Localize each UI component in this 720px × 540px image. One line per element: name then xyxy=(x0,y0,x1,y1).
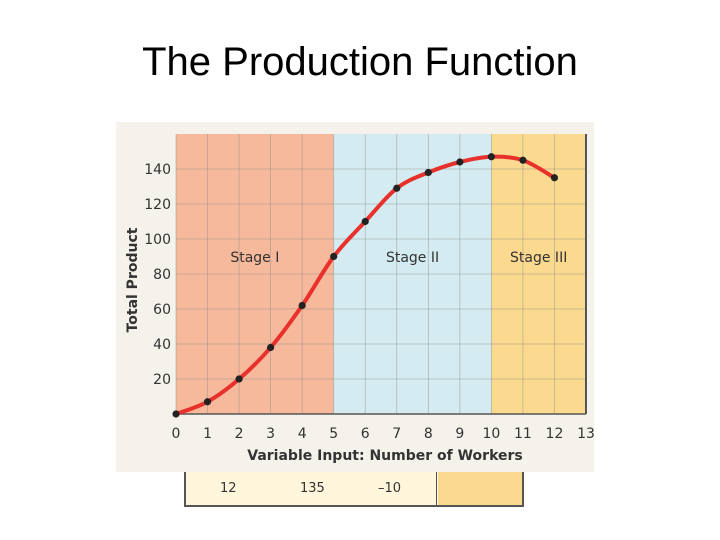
stage-labels: Stage I Stage II Stage III xyxy=(230,250,567,266)
data-point xyxy=(424,168,432,177)
y-axis-label: Total Product xyxy=(125,227,141,332)
y-tick-label: 20 xyxy=(153,372,171,388)
production-function-chart: Stage I Stage II Stage III 0 1 2 3 4 5 6 7 8 9 10 11 1… xyxy=(116,122,594,472)
stage-label-2: Stage II xyxy=(386,250,439,266)
x-tick-label: 13 xyxy=(577,426,594,442)
total-product-series xyxy=(172,153,559,418)
data-point xyxy=(330,252,338,261)
table-cell-total-product: 135 xyxy=(300,481,325,496)
data-point xyxy=(393,184,401,192)
y-tick-label: 60 xyxy=(153,302,171,318)
data-point xyxy=(172,410,180,418)
x-tick-label: 12 xyxy=(546,426,564,442)
x-tick-label: 1 xyxy=(203,426,212,442)
data-point xyxy=(361,217,369,226)
data-point xyxy=(519,156,527,164)
data-point xyxy=(550,174,559,182)
x-axis-label: Variable Input: Number of Workers xyxy=(247,448,522,464)
data-point xyxy=(203,398,212,406)
x-tick-label: 0 xyxy=(172,426,181,442)
stage-label-3: Stage III xyxy=(510,250,567,266)
y-tick-label: 40 xyxy=(153,337,171,353)
data-point xyxy=(235,375,243,383)
y-tick-label: 100 xyxy=(144,232,171,248)
data-point xyxy=(456,158,464,166)
chart-axes xyxy=(176,134,587,415)
y-tick-label: 140 xyxy=(144,162,171,178)
table-divider xyxy=(436,467,437,505)
y-tick-label: 120 xyxy=(144,197,171,213)
stage-iii-cell-shade xyxy=(438,467,522,505)
x-tick-label: 3 xyxy=(266,426,275,442)
data-point xyxy=(267,343,275,352)
table-cell-workers: 12 xyxy=(220,481,237,496)
x-tick-label: 11 xyxy=(514,426,532,442)
stage-label-1: Stage I xyxy=(230,250,279,266)
slide-title: The Production Function xyxy=(142,40,578,84)
x-tick-label: 5 xyxy=(329,426,338,442)
x-tick-label: 8 xyxy=(424,426,433,442)
x-tick-label: 9 xyxy=(455,426,464,442)
data-point xyxy=(487,153,495,161)
x-tick-label: 4 xyxy=(298,426,307,442)
x-tick-label: 10 xyxy=(482,426,500,442)
data-point xyxy=(298,301,306,310)
x-tick-label: 6 xyxy=(361,426,370,442)
y-tick-label: 80 xyxy=(153,267,171,283)
production-table-row: 12 135 –10 xyxy=(184,465,524,507)
x-tick-label: 7 xyxy=(392,426,401,442)
table-cell-marginal-product: –10 xyxy=(378,481,402,496)
x-tick-label: 2 xyxy=(235,426,244,442)
